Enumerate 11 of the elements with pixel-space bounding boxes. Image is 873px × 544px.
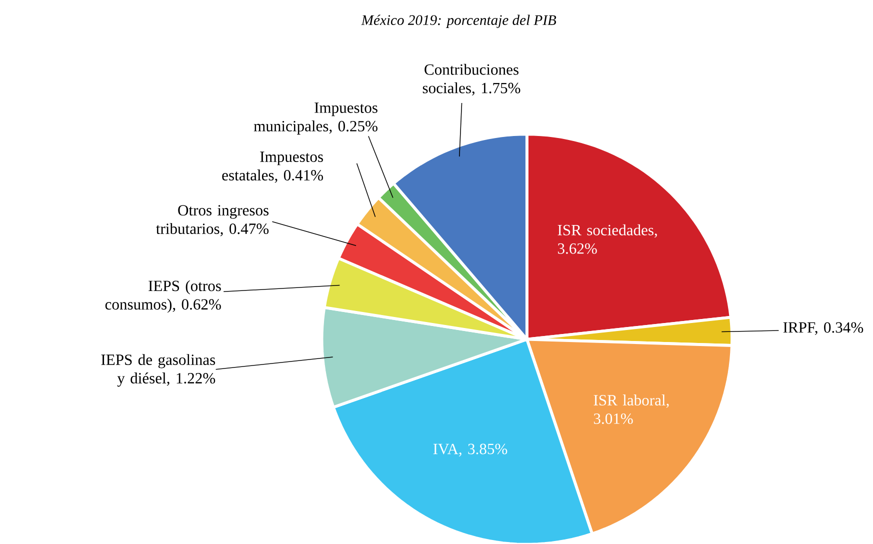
- slice-label: IVA, 3.85%: [433, 444, 508, 456]
- slice-label: Impuestos municipales, 0.25%: [254, 102, 378, 134]
- slice-label: ISR laboral, 3.01%: [594, 394, 669, 424]
- chart-title: México 2019: porcentaje del PIB: [361, 14, 556, 28]
- slice-label: Impuestos estatales, 0.41%: [222, 151, 324, 183]
- slice-label: ISR sociedades, 3.62%: [558, 224, 657, 254]
- slice-label: IEPS de gasolinas y diésel, 1.22%: [101, 354, 216, 386]
- slice-label: Contribuciones sociales, 1.75%: [422, 64, 520, 96]
- slice-label: Otros ingresos tributarios, 0.47%: [156, 204, 269, 236]
- slice-label: IRPF, 0.34%: [783, 322, 864, 335]
- slice-label: IEPS (otros consumos), 0.62%: [105, 280, 221, 313]
